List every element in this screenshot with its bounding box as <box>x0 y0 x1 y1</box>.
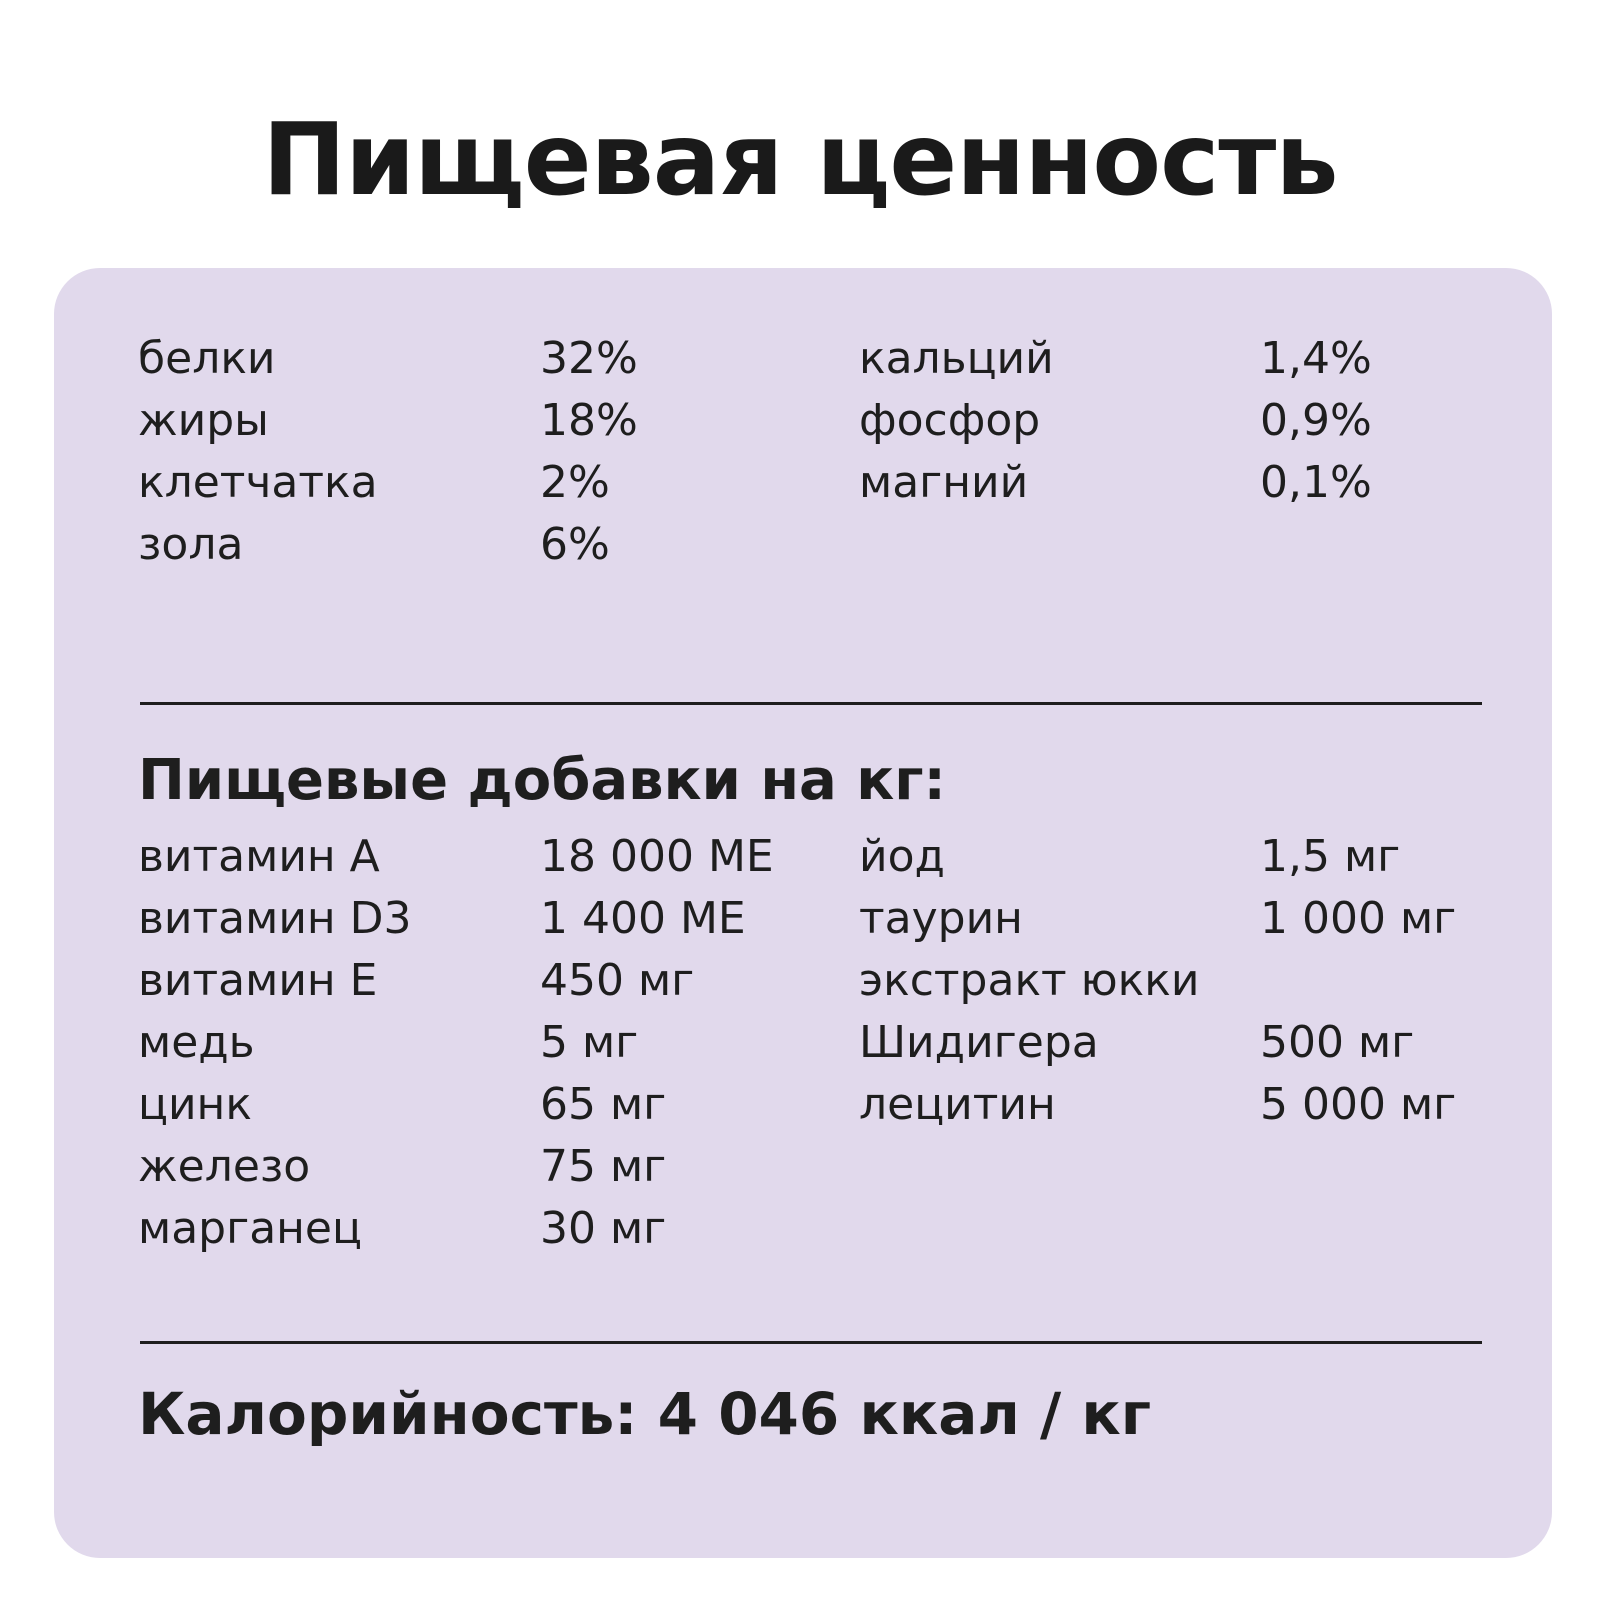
additives-table: витамин А 18 000 МЕ йод 1,5 мг витамин D… <box>138 826 1458 1260</box>
nutrient-name: фосфор <box>859 395 1041 446</box>
additive-row: витамин А 18 000 МЕ йод 1,5 мг <box>138 826 1458 888</box>
additive-value: 5 мг <box>540 1017 639 1068</box>
additive-value: 75 мг <box>540 1141 667 1192</box>
additive-name: Шидигера <box>859 1017 1099 1068</box>
nutrient-value: 0,1% <box>1260 457 1372 508</box>
nutrient-name: белки <box>138 333 276 384</box>
additive-value: 450 мг <box>540 955 695 1006</box>
page-title: Пищевая ценность <box>262 101 1338 218</box>
composition-table: белки 32% кальций 1,4% жиры 18% фосфор 0… <box>138 328 1458 576</box>
additive-value: 30 мг <box>540 1203 667 1254</box>
additive-value: 1 000 мг <box>1260 893 1457 944</box>
nutrient-name: клетчатка <box>138 457 378 508</box>
additive-value: 65 мг <box>540 1079 667 1130</box>
additive-name: витамин А <box>138 831 380 882</box>
divider <box>140 702 1482 705</box>
additive-name: марганец <box>138 1203 362 1254</box>
additive-value: 18 000 МЕ <box>540 831 774 882</box>
composition-row: жиры 18% фосфор 0,9% <box>138 390 1458 452</box>
additive-name: таурин <box>859 893 1023 944</box>
additive-name: йод <box>859 831 945 882</box>
additive-row: цинк 65 мг лецитин 5 000 мг <box>138 1074 1458 1136</box>
additive-name: витамин Е <box>138 955 378 1006</box>
composition-row: зола 6% <box>138 514 1458 576</box>
additive-value: 500 мг <box>1260 1017 1415 1068</box>
additive-row: витамин D3 1 400 МЕ таурин 1 000 мг <box>138 888 1458 950</box>
nutrient-value: 6% <box>540 519 610 570</box>
additives-title: Пищевые добавки на кг: <box>138 748 946 813</box>
additive-row: витамин Е 450 мг экстракт юкки <box>138 950 1458 1012</box>
nutrient-name: кальций <box>859 333 1054 384</box>
additive-name: лецитин <box>859 1079 1056 1130</box>
nutrient-value: 1,4% <box>1260 333 1372 384</box>
nutrient-value: 0,9% <box>1260 395 1372 446</box>
nutrient-value: 2% <box>540 457 610 508</box>
additive-row: медь 5 мг Шидигера 500 мг <box>138 1012 1458 1074</box>
additive-name: экстракт юкки <box>859 955 1200 1006</box>
nutrient-name: жиры <box>138 395 269 446</box>
additive-name: витамин D3 <box>138 893 412 944</box>
nutrition-card: белки 32% кальций 1,4% жиры 18% фосфор 0… <box>54 268 1552 1558</box>
divider <box>140 1341 1482 1344</box>
nutrient-name: зола <box>138 519 244 570</box>
additive-name: железо <box>138 1141 311 1192</box>
additive-row: марганец 30 мг <box>138 1198 1458 1260</box>
calories-line: Калорийность: 4 046 ккал / кг <box>138 1380 1152 1448</box>
additive-name: медь <box>138 1017 255 1068</box>
additive-name: цинк <box>138 1079 252 1130</box>
nutrient-name: магний <box>859 457 1029 508</box>
nutrient-value: 32% <box>540 333 638 384</box>
additive-value: 1 400 МЕ <box>540 893 746 944</box>
nutrient-value: 18% <box>540 395 638 446</box>
composition-row: клетчатка 2% магний 0,1% <box>138 452 1458 514</box>
additive-value: 1,5 мг <box>1260 831 1401 882</box>
additive-row: железо 75 мг <box>138 1136 1458 1198</box>
additive-value: 5 000 мг <box>1260 1079 1457 1130</box>
composition-row: белки 32% кальций 1,4% <box>138 328 1458 390</box>
